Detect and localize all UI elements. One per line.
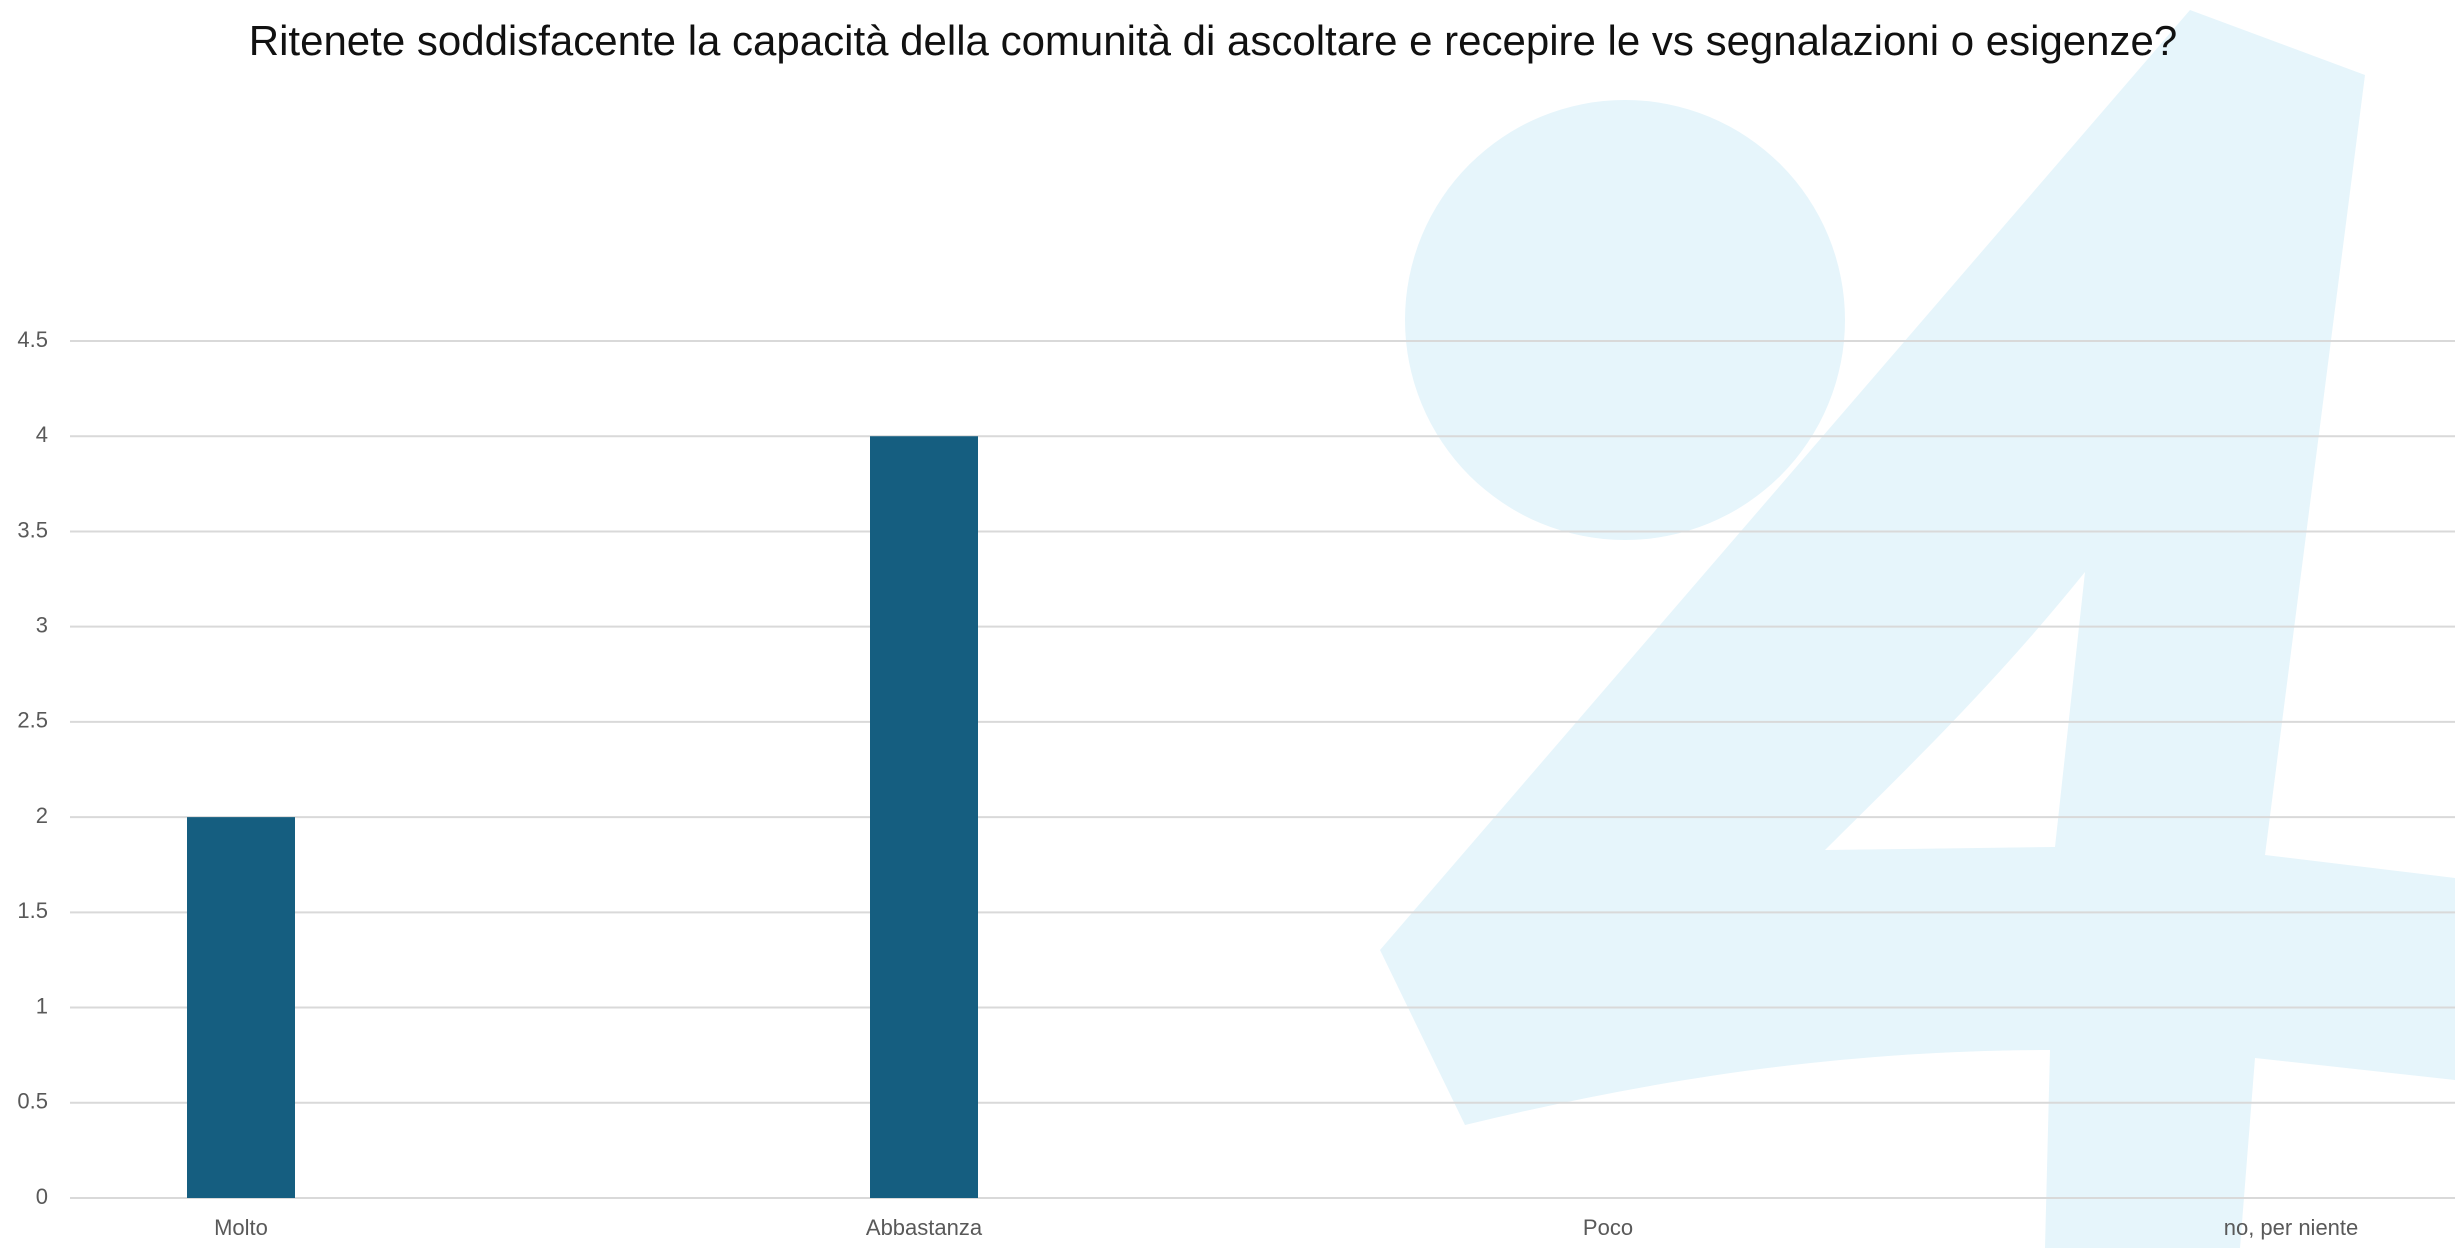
bar	[870, 436, 978, 1198]
y-tick-label: 4	[36, 422, 48, 447]
x-tick-label: Molto	[214, 1215, 268, 1240]
y-tick-label: 2	[36, 803, 48, 828]
x-tick-label: no, per niente	[2224, 1215, 2359, 1240]
y-tick-label: 1.5	[17, 898, 48, 923]
watermark-digit	[1380, 10, 2455, 1248]
y-tick-label: 2.5	[17, 708, 48, 733]
x-tick-label: Poco	[1583, 1215, 1633, 1240]
x-tick-label: Abbastanza	[866, 1215, 983, 1240]
bar	[187, 817, 295, 1198]
y-tick-label: 4.5	[17, 327, 48, 352]
y-tick-label: 0	[36, 1184, 48, 1209]
watermark	[1380, 10, 2455, 1248]
watermark-circle	[1405, 100, 1845, 540]
y-tick-label: 0.5	[17, 1089, 48, 1114]
chart-title: Ritenete soddisfacente la capacità della…	[249, 17, 2178, 64]
y-tick-label: 1	[36, 993, 48, 1018]
y-tick-label: 3.5	[17, 517, 48, 542]
y-tick-label: 3	[36, 612, 48, 637]
